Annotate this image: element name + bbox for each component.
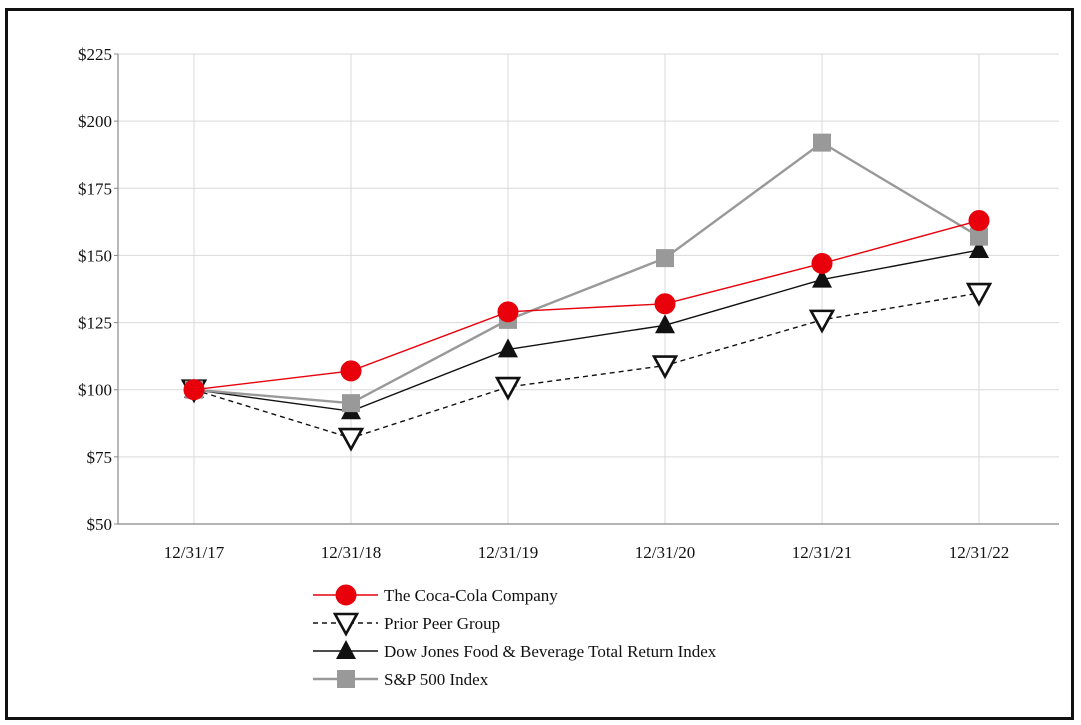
y-axis-ticks: $50 $75 $100 $125 $150 $175 $200 $225 (78, 45, 118, 534)
x-tick-label: 12/31/22 (949, 543, 1009, 562)
y-tick-label: $75 (87, 448, 113, 467)
x-tick-label: 12/31/17 (164, 543, 225, 562)
y-tick-label: $125 (78, 314, 112, 333)
data-point (969, 239, 989, 259)
legend-marker (337, 670, 355, 688)
y-tick-label: $175 (78, 179, 112, 198)
y-tick-label: $150 (78, 246, 112, 265)
series-line (193, 219, 980, 391)
series-s-p-500-index (185, 133, 988, 413)
data-point (656, 249, 674, 268)
series-layer (180, 133, 993, 452)
legend-label: The Coca-Cola Company (384, 586, 558, 605)
series-line (193, 141, 980, 405)
axes (117, 54, 1059, 525)
y-tick-label: $50 (87, 515, 113, 534)
x-tick-label: 12/31/18 (321, 543, 381, 562)
legend-item: Prior Peer Group (313, 612, 500, 637)
legend-item: The Coca-Cola Company (313, 584, 558, 606)
legend: The Coca-Cola Company Prior Peer Group Dow… (313, 584, 717, 689)
data-point (813, 133, 831, 152)
legend-item: S&P 500 Index (313, 670, 489, 689)
data-point (812, 268, 832, 288)
y-tick-label: $225 (78, 45, 112, 64)
data-point (965, 282, 993, 307)
data-point (655, 314, 675, 334)
legend-label: S&P 500 Index (384, 670, 489, 689)
data-point (340, 360, 362, 382)
x-tick-label: 12/31/20 (635, 543, 695, 562)
legend-label: Dow Jones Food & Beverage Total Return I… (384, 642, 717, 661)
series-the-coca-cola-company (183, 210, 990, 401)
chart-frame: $50 $75 $100 $125 $150 $175 $200 $225 12/31/17 1… (5, 8, 1074, 720)
legend-marker (336, 640, 356, 659)
data-point (183, 379, 205, 401)
x-axis-ticks: 12/31/17 12/31/18 12/31/19 12/31/20 12/31/21… (164, 543, 1009, 562)
series-prior-peer-group (180, 282, 993, 452)
legend-label: Prior Peer Group (384, 614, 500, 633)
x-tick-label: 12/31/21 (792, 543, 852, 562)
x-tick-label: 12/31/19 (478, 543, 538, 562)
data-point (337, 427, 365, 452)
series-line (193, 249, 980, 412)
data-point (497, 301, 519, 323)
legend-item: Dow Jones Food & Beverage Total Return I… (313, 640, 717, 661)
data-point (651, 355, 679, 380)
legend-marker (335, 584, 357, 606)
data-point (968, 210, 990, 232)
y-tick-label: $100 (78, 381, 112, 400)
series-line (193, 292, 980, 439)
data-point (970, 227, 988, 246)
series-dow-jones-food-beverage-total-return-index (184, 239, 989, 420)
data-point (811, 252, 833, 274)
data-point (494, 376, 522, 401)
data-point (654, 293, 676, 315)
data-point (342, 394, 360, 413)
y-tick-label: $200 (78, 112, 112, 131)
data-point (808, 309, 836, 334)
data-point (498, 338, 518, 358)
line-chart: $50$75$100$125$150$175$200$225 12/31/17 1… (78, 45, 1059, 689)
legend-marker (332, 612, 360, 637)
